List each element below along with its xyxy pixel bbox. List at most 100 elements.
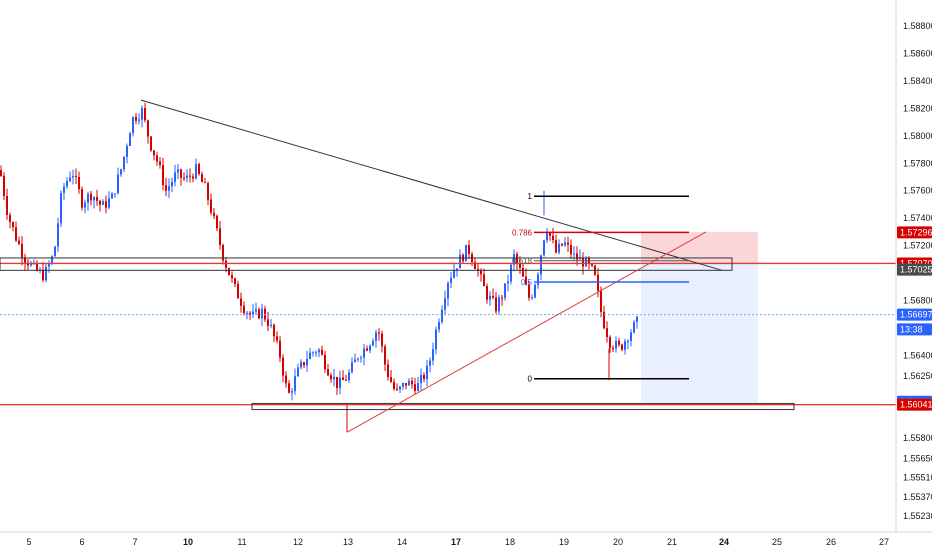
candle: [360, 355, 362, 363]
candle: [504, 283, 506, 301]
candle: [192, 173, 194, 183]
candle: [429, 357, 431, 373]
candle: [201, 171, 203, 183]
candle: [345, 374, 347, 381]
candle: [183, 172, 185, 182]
candle: [468, 240, 470, 259]
candle: [303, 361, 305, 369]
candle: [519, 256, 521, 275]
y-tick-label: 1.58200: [903, 103, 932, 113]
x-tick-label: 12: [293, 537, 303, 547]
candle: [486, 283, 488, 304]
candle: [27, 259, 29, 270]
candles: [0, 102, 638, 433]
candle: [318, 347, 320, 358]
y-tick-label: 1.57800: [903, 158, 932, 168]
candle: [210, 193, 212, 216]
candle: [240, 292, 242, 313]
candle: [330, 372, 332, 383]
candle: [6, 188, 8, 220]
plot-area[interactable]: 1 0.786 0.618 0.5 0: [0, 99, 896, 433]
candle: [615, 336, 617, 353]
candle: [624, 338, 626, 355]
x-tick-label: 20: [613, 537, 623, 547]
x-tick-label: 11: [237, 537, 246, 547]
candle: [606, 321, 608, 343]
candle: [384, 344, 386, 371]
y-tick-label: 1.55510: [903, 473, 932, 483]
candle: [189, 168, 191, 183]
y-tick-label: 1.57400: [903, 213, 932, 223]
x-tick-label: 14: [397, 537, 407, 547]
candle: [327, 364, 329, 377]
candle: [495, 291, 497, 314]
candle: [276, 331, 278, 344]
candle: [66, 177, 68, 189]
candle: [516, 251, 518, 270]
candle: [207, 181, 209, 206]
candle: [396, 383, 398, 391]
candle: [129, 131, 131, 147]
candle: [561, 243, 563, 247]
candle: [279, 336, 281, 363]
fib-level-label: 0.5: [521, 278, 533, 287]
candle: [363, 344, 365, 366]
candle: [525, 268, 527, 286]
candle: [354, 353, 356, 363]
candle: [570, 239, 572, 260]
candle: [315, 350, 317, 357]
x-tick-label: 7: [132, 537, 137, 547]
x-tick-label: 5: [26, 537, 31, 547]
descending-trendline[interactable]: [140, 99, 723, 271]
candle: [135, 113, 137, 125]
candle: [498, 294, 500, 315]
candle: [513, 249, 515, 272]
svg-text:13:38: 13:38: [900, 324, 923, 334]
candle: [321, 345, 323, 356]
y-tick-label: 1.57200: [903, 241, 932, 251]
candle: [432, 342, 434, 366]
take-profit-zone[interactable]: [641, 263, 758, 403]
candle: [48, 260, 50, 273]
candle: [42, 262, 44, 283]
price-badge: 1.56041: [897, 398, 932, 411]
y-tick-label: 1.55800: [903, 433, 932, 443]
candle: [528, 280, 530, 301]
resistance-zone[interactable]: [0, 257, 733, 271]
time-axis[interactable]: 5 6 7 10 11 12 13 14 17 18 19 20 21 24 25 26 27: [0, 531, 932, 547]
candle: [543, 239, 545, 257]
candle: [111, 192, 113, 199]
candle: [126, 143, 128, 164]
x-tick-label: 18: [505, 537, 515, 547]
y-tick-label: 1.56800: [903, 296, 932, 306]
candle: [375, 329, 377, 348]
price-badge: 1.56697: [897, 308, 932, 321]
candle: [177, 164, 179, 180]
candle: [621, 343, 623, 352]
candle: [324, 350, 326, 373]
candle: [630, 329, 632, 347]
drawings[interactable]: 1 0.786 0.618 0.5 0: [0, 99, 896, 433]
candle: [258, 307, 260, 320]
support-zone[interactable]: [251, 402, 795, 411]
candle: [366, 345, 368, 352]
candle: [117, 167, 119, 195]
candle: [459, 249, 461, 269]
candle: [138, 113, 140, 125]
candle: [249, 310, 251, 320]
price-axis[interactable]: 1.58800 1.58600 1.58400 1.58200 1.58000 1.578…: [895, 0, 932, 532]
candle: [255, 302, 257, 316]
candle: [204, 177, 206, 184]
candle: [123, 156, 125, 173]
candle: [336, 376, 338, 396]
candle: [198, 162, 200, 176]
x-tick-label: 6: [79, 537, 84, 547]
ascending-trendline[interactable]: [346, 231, 707, 433]
candle: [99, 199, 101, 212]
y-tick-label: 1.55370: [903, 492, 932, 502]
candle: [507, 274, 509, 292]
candle: [300, 359, 302, 370]
fib-level-label: 0: [528, 375, 533, 384]
candle: [228, 267, 230, 276]
